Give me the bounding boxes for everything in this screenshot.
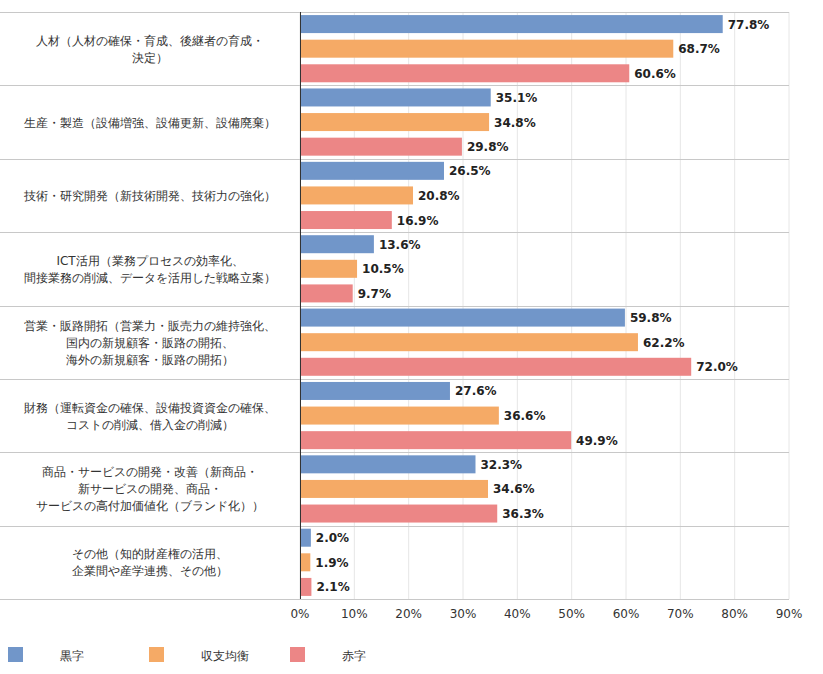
category-label: 人材（人材の確保・育成、後継者の育成・決定） (36, 34, 264, 65)
row-separator (0, 306, 789, 307)
data-label: 2.1% (316, 580, 349, 594)
data-label: 35.1% (496, 91, 538, 105)
category-label: その他（知的財産権の活用、企業間や産学連携、その他） (72, 547, 228, 578)
bar (300, 235, 374, 253)
legend: 黒字 収支均衡 赤字 (8, 647, 366, 663)
row-separator (0, 526, 789, 527)
bar (300, 40, 673, 58)
data-label: 36.6% (504, 409, 546, 423)
bar (300, 309, 625, 327)
bar (300, 88, 491, 106)
axis-line (300, 12, 301, 599)
bar (300, 15, 723, 33)
row-separator (0, 85, 789, 86)
legend-label: 収支均衡 (201, 649, 249, 663)
x-ticks: 0% 10% 20% 30% 40% 50% 60% 70% 80% 90% (290, 607, 802, 621)
data-label: 34.8% (494, 116, 536, 130)
bar (300, 211, 392, 229)
tick-label: 80% (721, 607, 748, 621)
grid-line (789, 12, 790, 599)
data-label: 36.3% (502, 507, 544, 521)
row-separator (0, 12, 789, 13)
bar (300, 480, 488, 498)
data-label: 16.9% (397, 214, 439, 228)
row-separator (0, 232, 789, 233)
bar (300, 529, 311, 547)
bar (300, 431, 571, 449)
data-label: 1.9% (315, 556, 348, 570)
data-label: 62.2% (643, 336, 685, 350)
bar (300, 553, 310, 571)
data-label: 10.5% (362, 262, 404, 276)
grid-line (680, 12, 681, 599)
tick-label: 50% (558, 607, 585, 621)
bars (300, 15, 723, 596)
legend-label: 赤字 (342, 649, 366, 663)
category-label: 技術・研究開発（新技術開発、技術力の強化） (23, 189, 276, 203)
data-labels: 77.8% 35.1% 26.5% 13.6% 59.8% 27.6% 32.3% 2.0% 6… (315, 18, 769, 595)
bar (300, 138, 462, 156)
tick-label: 90% (776, 607, 803, 621)
row-separator (0, 159, 789, 160)
grid-line (734, 12, 735, 599)
tick-label: 0% (290, 607, 309, 621)
row-separator (0, 599, 789, 600)
category-label: ICT活用（業務プロセスの効率化、間接業務の削減、データを活用した戦略立案） (24, 254, 276, 285)
data-label: 2.0% (316, 531, 349, 545)
data-label: 77.8% (728, 18, 770, 32)
category-label: 営業・販路開拓（営業力・販売力の維持強化、国内の新規顧客・販路の開拓、海外の新規… (24, 319, 276, 367)
tick-label: 40% (504, 607, 531, 621)
row-separator (0, 452, 789, 453)
bar (300, 358, 691, 376)
data-label: 9.7% (358, 287, 391, 301)
data-label: 60.6% (634, 67, 676, 81)
data-label: 68.7% (678, 42, 720, 56)
bar (300, 505, 497, 523)
chart-container: 77.8% 35.1% 26.5% 13.6% 59.8% 27.6% 32.3% 2.0% 6… (0, 0, 823, 674)
grid (300, 12, 789, 599)
tick-label: 20% (395, 607, 422, 621)
grid-line (626, 12, 627, 599)
bar (300, 186, 413, 204)
data-label: 13.6% (379, 238, 421, 252)
data-label: 27.6% (455, 384, 497, 398)
grid-line (300, 12, 301, 599)
data-label: 49.9% (576, 434, 618, 448)
row-separators (0, 13, 789, 600)
legend-swatch (8, 647, 23, 662)
bar (300, 455, 475, 473)
chart: 77.8% 35.1% 26.5% 13.6% 59.8% 27.6% 32.3% 2.0% 6… (0, 0, 823, 674)
bar (300, 578, 311, 596)
tick-label: 10% (341, 607, 368, 621)
legend-swatch (149, 647, 164, 662)
bar (300, 113, 489, 131)
tick-label: 60% (613, 607, 640, 621)
legend-swatch (290, 647, 305, 662)
data-label: 72.0% (696, 360, 738, 374)
data-label: 34.6% (493, 482, 535, 496)
data-label: 32.3% (480, 458, 522, 472)
data-label: 26.5% (449, 164, 491, 178)
bar (300, 333, 638, 351)
category-label: 生産・製造（設備増強、設備更新、設備廃棄） (24, 116, 276, 130)
data-label: 29.8% (467, 140, 509, 154)
category-label: 財務（運転資金の確保、設備投資資金の確保、コストの削減、借入金の削減） (24, 401, 276, 432)
legend-label: 黒字 (60, 649, 84, 663)
bar (300, 407, 499, 425)
data-label: 20.8% (418, 189, 460, 203)
bar (300, 284, 353, 302)
category-label: 商品・サービスの開発・改善（新商品・新サービスの開発、商品・サービスの高付加価値… (36, 465, 264, 513)
data-label: 59.8% (630, 311, 672, 325)
bar (300, 162, 444, 180)
tick-label: 70% (667, 607, 694, 621)
category-labels: 人材（人材の確保・育成、後継者の育成・決定） 生産・製造（設備増強、設備更新、設備… (23, 34, 276, 579)
row-separator (0, 379, 789, 380)
bar (300, 382, 450, 400)
tick-label: 30% (450, 607, 477, 621)
bar (300, 64, 629, 82)
grid-line (571, 12, 572, 599)
bar (300, 260, 357, 278)
